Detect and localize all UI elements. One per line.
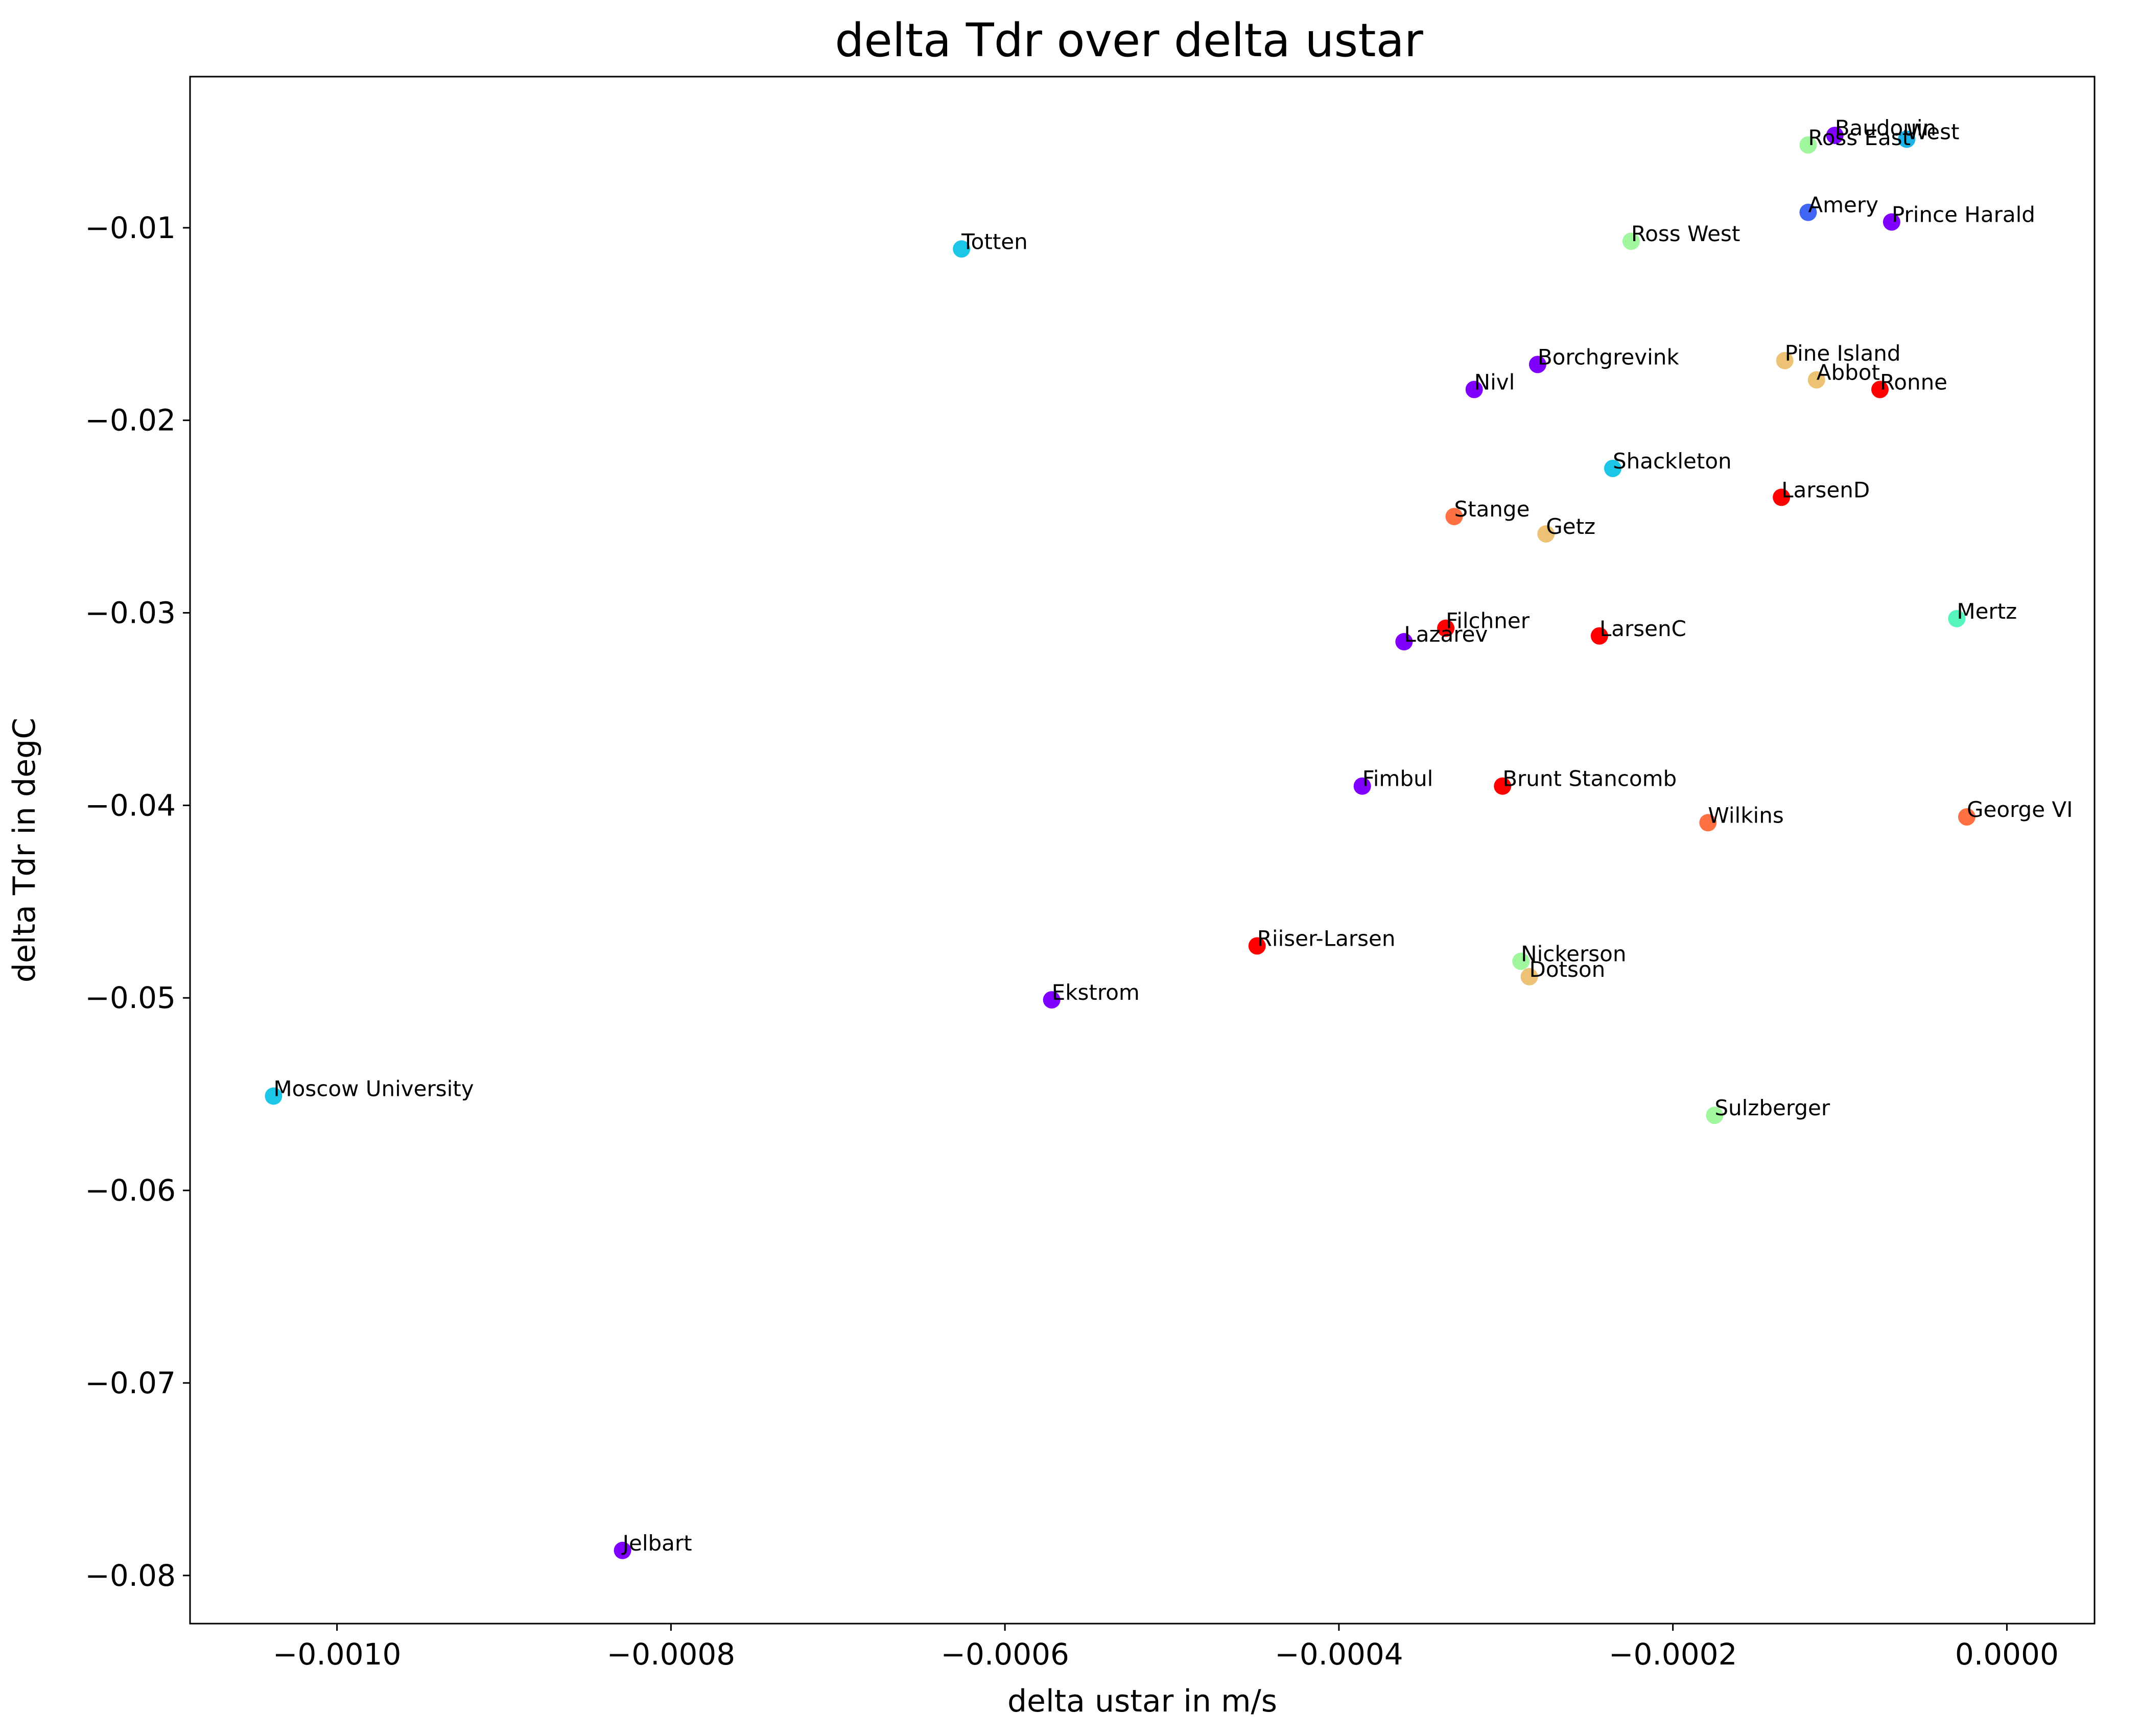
point-label: Prince Harald — [1892, 202, 2035, 227]
point-label: Stange — [1454, 497, 1530, 522]
point-label: Ekstrom — [1052, 980, 1140, 1005]
y-tick-label: −0.06 — [85, 1173, 176, 1208]
data-points — [265, 126, 1976, 1559]
scatter-point — [1395, 633, 1413, 651]
point-label: LarsenD — [1781, 477, 1870, 502]
point-label: Wilkins — [1708, 803, 1783, 828]
point-label: Ross West — [1631, 221, 1740, 246]
point-label: Mertz — [1957, 599, 2017, 624]
point-label: Getz — [1546, 514, 1595, 539]
x-tick-label: −0.0002 — [1609, 1637, 1737, 1672]
point-label: Sulzberger — [1714, 1095, 1830, 1120]
scatter-point — [1799, 136, 1817, 154]
scatter-point — [1353, 777, 1371, 795]
point-label: Shackleton — [1613, 449, 1732, 474]
scatter-point — [1948, 609, 1966, 627]
scatter-point — [1437, 619, 1455, 637]
x-tick-label: −0.0010 — [273, 1637, 402, 1672]
point-label: Nickerson — [1521, 942, 1626, 967]
scatter-point — [1465, 381, 1483, 398]
y-tick-label: −0.07 — [85, 1366, 176, 1400]
point-label: LarsenC — [1600, 616, 1686, 641]
scatter-point — [1604, 459, 1621, 477]
point-label: Pine Island — [1785, 341, 1901, 366]
plot-frame — [189, 76, 2096, 1625]
scatter-point — [1528, 356, 1546, 373]
y-tick-label: −0.08 — [85, 1558, 176, 1593]
x-tick-label: 0.0000 — [1955, 1637, 2059, 1672]
scatter-point — [1494, 777, 1512, 795]
point-label: Filchner — [1446, 608, 1530, 634]
point-label: Moscow University — [273, 1076, 474, 1101]
point-label: Amery — [1808, 193, 1878, 218]
scatter-point — [1799, 203, 1817, 221]
scatter-point — [1958, 808, 1976, 826]
x-tick-label: −0.0008 — [607, 1637, 736, 1672]
scatter-point — [614, 1541, 631, 1559]
scatter-point — [1871, 381, 1889, 398]
y-tick-label: −0.03 — [85, 596, 176, 630]
scatter-point — [1807, 371, 1825, 389]
scatter-point — [1445, 508, 1463, 526]
scatter-point — [1043, 991, 1061, 1009]
y-tick-label: −0.05 — [85, 980, 176, 1015]
scatter-point — [1590, 627, 1608, 645]
scatter-point — [1520, 968, 1538, 986]
point-label: Abbot — [1817, 360, 1880, 385]
point-label: Ronne — [1880, 369, 1947, 394]
axis-ticks: −0.0010 −0.0008 −0.0006 −0.0004 −0.0002 0.000… — [85, 210, 2059, 1672]
x-tick-label: −0.0006 — [940, 1637, 1069, 1672]
scatter-point — [1773, 488, 1791, 506]
point-label: Baudouin — [1835, 115, 1936, 140]
x-tick-label: −0.0004 — [1275, 1637, 1403, 1672]
point-label: West — [1907, 119, 1959, 144]
y-axis-label: delta Tdr in degC — [7, 718, 42, 982]
scatter-point — [1706, 1107, 1724, 1124]
scatter-point — [1826, 126, 1844, 144]
point-label: Lazarev — [1404, 622, 1488, 647]
scatter-point — [1512, 952, 1530, 970]
x-axis-label: delta ustar in m/s — [1007, 1683, 1277, 1719]
point-label: Jelbart — [621, 1531, 692, 1556]
point-label: Nivl — [1474, 369, 1515, 394]
point-label: Brunt Stancomb — [1502, 766, 1677, 791]
y-tick-label: −0.01 — [85, 210, 176, 245]
scatter-point — [953, 240, 971, 258]
scatter-point — [1537, 525, 1555, 543]
y-tick-label: −0.04 — [85, 788, 176, 823]
y-tick-label: −0.02 — [85, 403, 176, 438]
point-label: Riiser-Larsen — [1257, 926, 1396, 951]
scatter-point — [1248, 937, 1266, 955]
scatter-point — [265, 1087, 283, 1105]
scatter-point — [1898, 130, 1916, 148]
point-label: Ross East — [1808, 125, 1911, 150]
point-label: George VI — [1967, 797, 2073, 822]
chart-title: delta Tdr over delta ustar — [835, 14, 1423, 67]
scatter-point — [1883, 213, 1900, 231]
scatter-point — [1622, 232, 1640, 250]
point-label: Fimbul — [1362, 766, 1433, 791]
point-label: Dotson — [1530, 957, 1606, 982]
scatter-point — [1699, 814, 1717, 832]
scatter-point — [1776, 351, 1794, 369]
point-label: Borchgrevink — [1538, 344, 1680, 369]
point-label: Totten — [961, 229, 1028, 254]
